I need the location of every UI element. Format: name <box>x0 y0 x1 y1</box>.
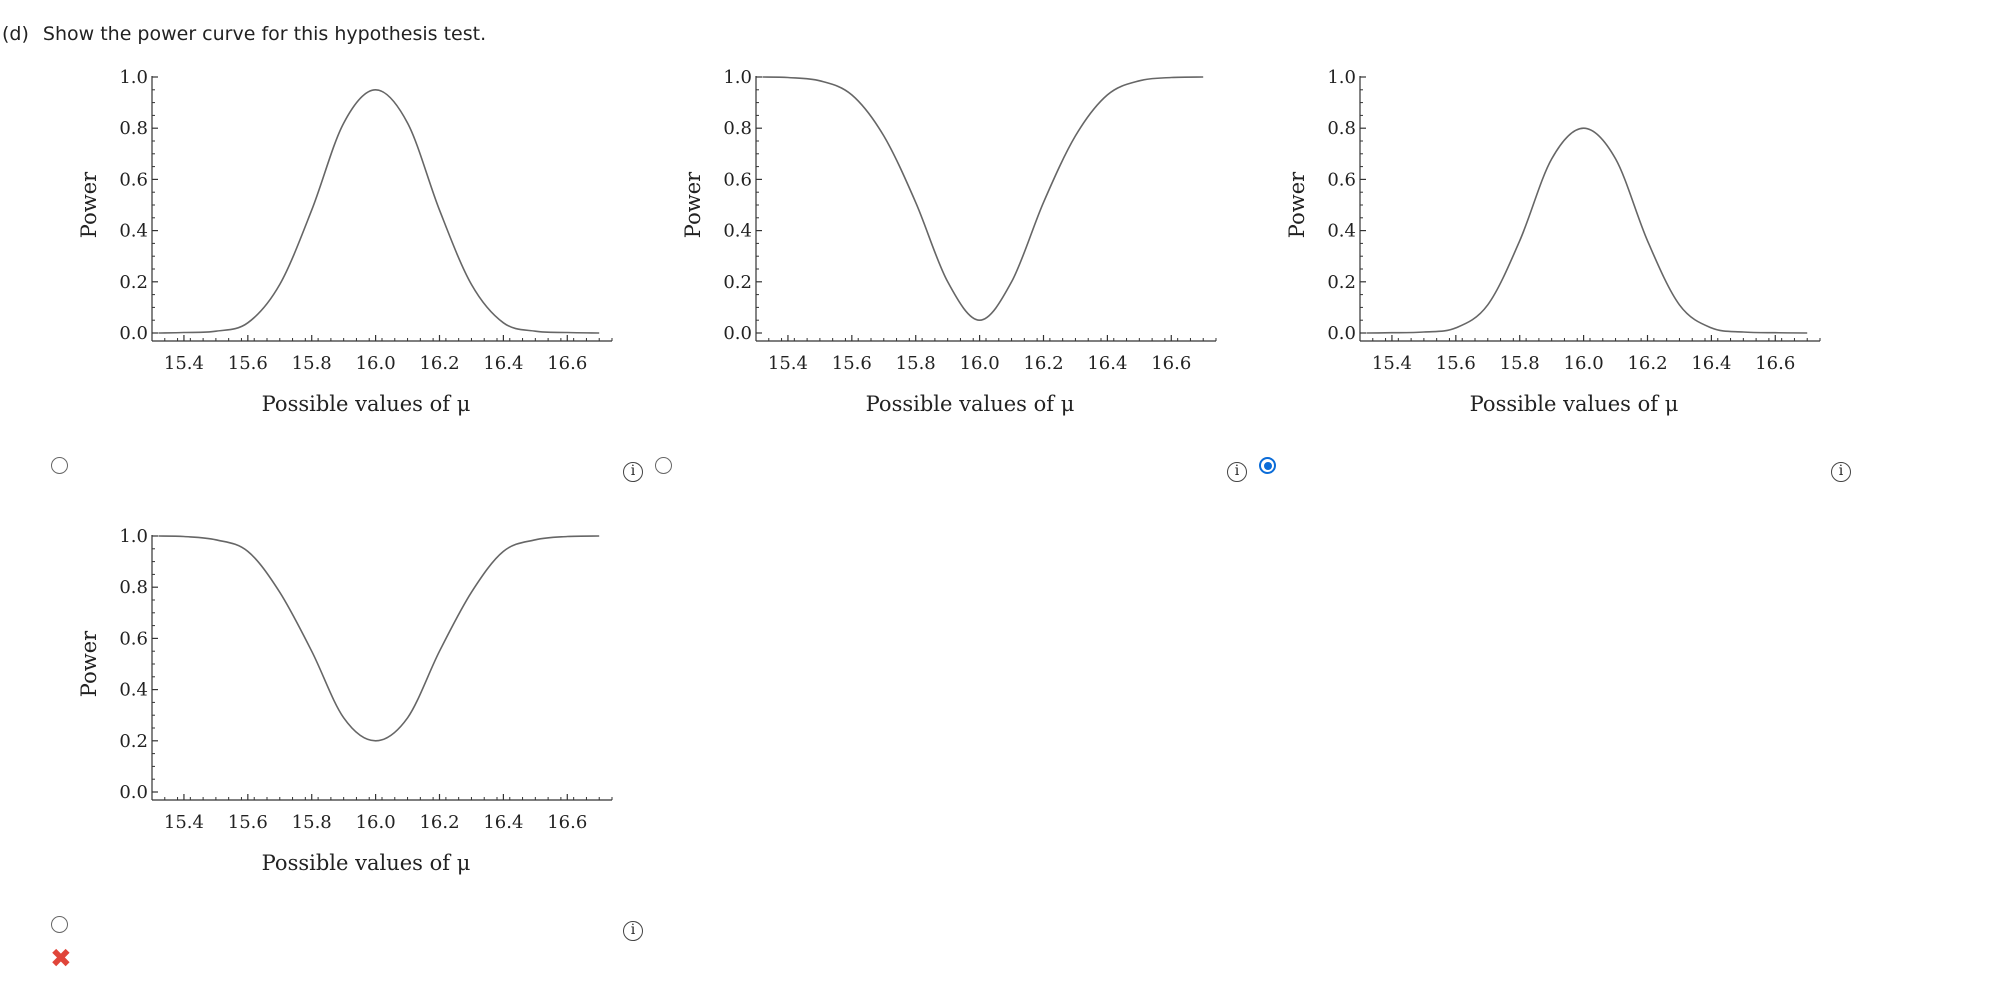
x-tick-label: 16.2 <box>419 812 459 833</box>
x-tick-label: 15.4 <box>164 353 204 374</box>
y-tick-label: 1.0 <box>723 67 752 88</box>
y-tick-label: 0.2 <box>119 272 148 293</box>
y-tick-label: 0.0 <box>119 782 148 803</box>
y-tick-label: 0.8 <box>119 577 148 598</box>
power-curve-line-a <box>158 88 600 334</box>
x-tick-label: 16.4 <box>483 812 523 833</box>
x-tick-label: 15.4 <box>768 353 808 374</box>
x-tick-label: 15.4 <box>1372 353 1412 374</box>
x-tick-label: 15.4 <box>164 812 204 833</box>
y-tick-label: 0.4 <box>119 221 148 242</box>
y-tick-label: 1.0 <box>1327 67 1356 88</box>
x-tick-label: 15.8 <box>292 353 332 374</box>
power-curve-plot-d: 0.0 0.2 0.4 0.6 0.8 1.0 15.4 15.6 15.8 16.0 16.2 16… <box>70 515 670 935</box>
x-tick-label: 16.2 <box>1627 353 1667 374</box>
power-curve-plot-c: 0.0 0.2 0.4 0.6 0.8 1.0 15.4 15.6 15.8 16.0 16.2 16… <box>1278 56 1878 476</box>
y-tick-label: 0.6 <box>1327 169 1356 190</box>
x-tick-label: 16.6 <box>1151 353 1191 374</box>
y-tick-label: 0.8 <box>1327 118 1356 139</box>
x-tick-label: 16.2 <box>419 353 459 374</box>
y-axis-label: Power <box>77 630 101 697</box>
x-tick-label: 15.6 <box>832 353 872 374</box>
x-tick-label: 15.6 <box>1436 353 1476 374</box>
y-tick-label: 0.0 <box>723 323 752 344</box>
power-curve-plot-b: 0.0 0.2 0.4 0.6 0.8 1.0 15.4 15.6 15.8 16.0 16.2 16… <box>674 56 1274 476</box>
y-axis-label: Power <box>1285 171 1309 238</box>
question-text: Show the power curve for this hypothesis… <box>42 23 487 45</box>
option-b-info-icon[interactable]: i <box>1227 462 1247 482</box>
x-tick-label: 16.2 <box>1023 353 1063 374</box>
y-tick-label: 0.6 <box>119 169 148 190</box>
x-tick-label: 16.4 <box>1087 353 1127 374</box>
x-tick-label: 16.0 <box>1564 353 1604 374</box>
power-curve-line-c <box>1366 127 1808 334</box>
x-tick-label: 16.4 <box>1691 353 1731 374</box>
incorrect-mark-icon: ✖ <box>50 944 72 974</box>
y-tick-label: 0.2 <box>723 272 752 293</box>
option-c-info-icon[interactable]: i <box>1831 462 1851 482</box>
x-axis-label: Possible values of μ <box>1470 392 1679 416</box>
option-b-radio[interactable] <box>655 457 672 474</box>
x-axis-label: Possible values of μ <box>866 392 1075 416</box>
power-curve-plot-a: 0.0 0.2 0.4 0.6 0.8 1.0 15.4 15.6 15.8 16.0 16.2 16… <box>70 56 670 476</box>
x-tick-label: 16.0 <box>356 812 396 833</box>
y-tick-label: 0.6 <box>723 169 752 190</box>
question-prompt: (d) Show the power curve for this hypothe… <box>2 23 486 45</box>
y-axis-label: Power <box>681 171 705 238</box>
x-tick-label: 16.4 <box>483 353 523 374</box>
x-tick-label: 15.8 <box>896 353 936 374</box>
x-axis-label: Possible values of μ <box>262 392 471 416</box>
y-tick-label: 0.0 <box>119 323 148 344</box>
x-tick-label: 15.6 <box>228 812 268 833</box>
x-tick-label: 16.6 <box>547 812 587 833</box>
y-tick-label: 0.8 <box>119 118 148 139</box>
power-curve-line-b <box>762 76 1204 322</box>
y-tick-label: 0.4 <box>1327 221 1356 242</box>
y-tick-label: 0.4 <box>723 221 752 242</box>
y-tick-label: 0.8 <box>723 118 752 139</box>
y-tick-label: 0.2 <box>1327 272 1356 293</box>
x-tick-label: 15.8 <box>292 812 332 833</box>
y-tick-label: 0.4 <box>119 680 148 701</box>
x-tick-label: 15.8 <box>1500 353 1540 374</box>
x-tick-label: 15.6 <box>228 353 268 374</box>
x-tick-label: 16.6 <box>547 353 587 374</box>
y-tick-label: 0.0 <box>1327 323 1356 344</box>
x-tick-label: 16.0 <box>356 353 396 374</box>
y-tick-label: 0.6 <box>119 628 148 649</box>
question-number: (d) <box>2 23 29 45</box>
x-axis-label: Possible values of μ <box>262 851 471 875</box>
power-curve-line-d <box>158 535 600 742</box>
y-tick-label: 0.2 <box>119 731 148 752</box>
option-d-radio[interactable] <box>51 916 68 933</box>
option-a-radio[interactable] <box>51 457 68 474</box>
option-c-radio[interactable] <box>1259 457 1276 474</box>
y-tick-label: 1.0 <box>119 526 148 547</box>
option-d-info-icon[interactable]: i <box>623 921 643 941</box>
y-tick-label: 1.0 <box>119 67 148 88</box>
x-tick-label: 16.6 <box>1755 353 1795 374</box>
option-a-info-icon[interactable]: i <box>623 462 643 482</box>
y-axis-label: Power <box>77 171 101 238</box>
x-tick-label: 16.0 <box>960 353 1000 374</box>
